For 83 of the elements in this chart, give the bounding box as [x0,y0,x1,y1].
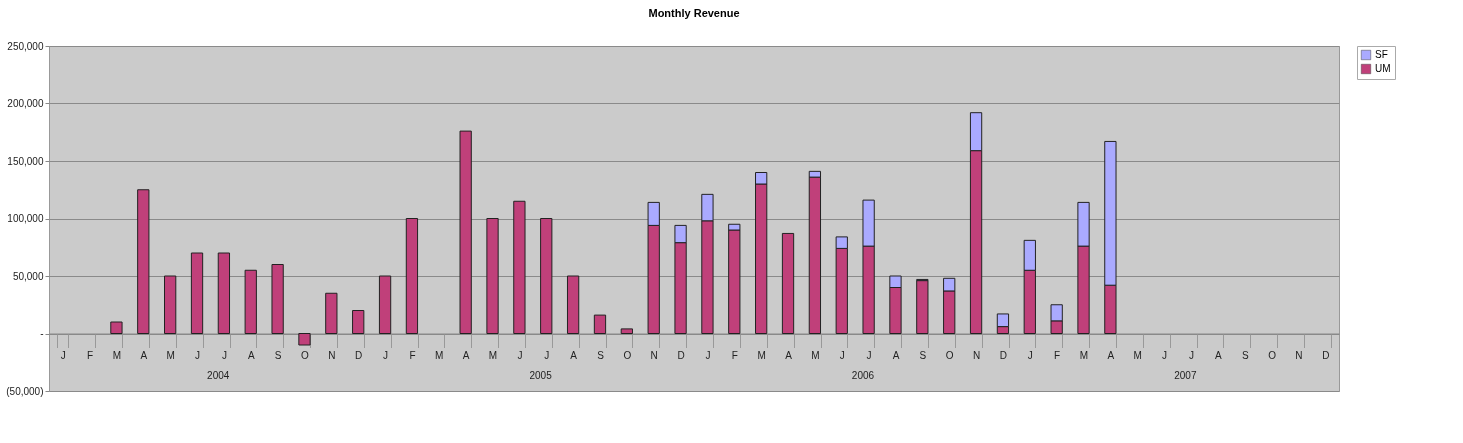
x-tick-label: S [597,350,605,361]
x-tick-label: A [785,350,793,361]
x-tick-label: N [972,350,981,361]
x-tick-label: J [195,350,201,361]
x-tick-label: N [328,350,336,361]
y-tick-label: 100,000 [7,213,44,224]
x-tick-label: J [866,350,872,361]
x-tick-label: O [1268,350,1277,361]
annotation: 2007 [1174,369,1197,381]
x-tick-label: M [811,350,820,361]
annotation: 2005 [529,369,553,381]
x-tick-label: A [247,350,255,361]
x-tick-label: J [383,350,389,361]
x-tick-label: M [1079,350,1089,361]
x-tick-label: J [221,350,227,361]
bar [513,200,526,334]
bar [781,232,795,334]
x-tick-label: J [705,350,711,361]
legend-label: SF [1375,49,1388,60]
bar [620,328,633,334]
y-tick-label: - [40,328,44,339]
bar [593,314,607,334]
x-tick-label: F [409,350,416,361]
x-tick-label: S [274,350,282,361]
x-tick-label: O [301,350,310,361]
x-tick-label: J [544,350,550,361]
x-tick-label: F [1054,350,1061,361]
x-tick-label: O [623,350,632,361]
x-tick-label: M [757,350,766,361]
x-tick-label: D [355,350,363,361]
y-tick-label: 150,000 [7,155,44,167]
bar [298,333,311,346]
x-tick-label: A [1107,350,1115,361]
bar [486,218,499,334]
x-tick-label: M [112,350,122,361]
bar [566,275,580,334]
x-tick-label: J [517,350,523,361]
bar [916,280,929,334]
x-tick-label: F [731,350,738,361]
x-tick-label: M [435,350,444,361]
annotation: 2004 [207,369,230,381]
bar [164,275,177,334]
x-tick-label: O [945,350,954,361]
x-tick-label: F [87,350,94,361]
bar [137,189,150,334]
bar [378,275,392,334]
x-tick-label: M [1133,350,1142,361]
x-tick-label: A [1215,350,1223,361]
x-tick-label: A [140,350,148,361]
y-tick-label: (50,000) [6,385,44,397]
x-tick-label: J [60,350,66,361]
x-tick-label: D [1322,350,1330,361]
bar [271,264,284,334]
chart-title: Monthly Revenue [648,7,740,19]
bar [190,252,204,334]
x-tick-label: D [677,350,685,361]
x-tick-label: J [1188,350,1194,361]
x-tick-label: S [1241,350,1249,361]
bar [217,252,231,334]
x-tick-label: M [166,350,175,361]
x-tick-label: N [650,350,658,361]
y-tick-label: 250,000 [7,40,44,52]
x-tick-label: A [570,350,578,361]
x-tick-label: N [1295,350,1303,361]
x-tick-label: M [488,350,498,361]
y-tick-label: 200,000 [7,98,44,109]
bar [540,218,553,334]
x-tick-label: J [1162,350,1168,361]
y-tick-label: 50,000 [12,270,44,282]
bar [352,310,365,334]
x-tick-label: J [839,350,845,361]
x-tick-label: S [919,350,927,361]
bar [459,130,472,334]
x-tick-label: A [462,350,470,361]
x-tick-label: A [892,350,900,361]
x-tick-label: J [1027,350,1033,361]
bar [110,321,123,334]
x-tick-label: D [999,350,1008,361]
bar [244,269,257,334]
annotation: 2006 [851,369,875,381]
bar [325,292,338,334]
bar [405,218,419,334]
legend-label: UM [1375,63,1391,74]
